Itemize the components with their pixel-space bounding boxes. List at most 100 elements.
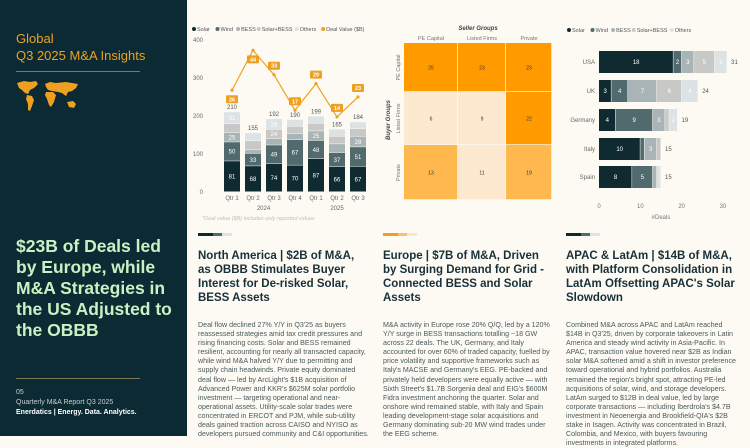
brand: Enerdatics | Energy. Data. Analytics. [16, 409, 137, 416]
deal-value-label: 26 [229, 97, 235, 103]
bar-segment-solar [329, 166, 345, 192]
bar-value: 4 [606, 118, 610, 124]
deal-value-label: 29 [313, 73, 319, 79]
bar-segment-wind [329, 152, 345, 167]
bar-value: 28 [271, 122, 278, 128]
legend-label: BESS [616, 28, 631, 34]
bar-segment-solar [245, 166, 261, 192]
bar-segment-bess [266, 138, 282, 145]
legend-label: Solar+BESS [262, 27, 293, 33]
bar-value: 3 [649, 147, 653, 153]
bar-value: 25 [313, 134, 320, 140]
legend-marker [631, 28, 636, 32]
heatmap-cell [506, 43, 552, 92]
row-label: PE Capital [396, 55, 402, 81]
bar-segment-solarbess [694, 51, 715, 73]
bar-segment-solar [266, 163, 282, 192]
heatmap-cell [506, 92, 552, 145]
bar-segment-wind [673, 51, 682, 73]
bar-segment-bess [224, 132, 240, 142]
heatmap-value: 25 [428, 66, 434, 72]
bar-total: 184 [353, 115, 364, 121]
bar-segment-solarbess [656, 138, 661, 160]
bar-value: 81 [229, 175, 236, 181]
bar-value: 3 [604, 89, 608, 95]
bar-segment-solar [599, 138, 640, 160]
bar-segment-bess [652, 166, 657, 188]
bar-segment-bess [329, 144, 345, 153]
bar-segment-others [656, 166, 661, 188]
bar-value: 67 [292, 151, 299, 157]
bar-value: 4 [618, 89, 622, 95]
bar-segment-bess [681, 51, 694, 73]
bar-total: 15 [665, 175, 672, 181]
column-label: Listed Firms [467, 36, 497, 42]
bar-value: 7 [641, 89, 645, 95]
deal-value-point [335, 115, 339, 119]
category-label: Italy [584, 147, 595, 153]
legend-label: Solar [572, 28, 585, 34]
legend-marker [215, 27, 220, 31]
bar-segment-wind [287, 139, 303, 165]
bar-segment-others [245, 133, 261, 141]
section-body: Combined M&A across APAC and LatAm reach… [566, 321, 736, 448]
y-tick-label: 0 [200, 190, 204, 196]
bar-value: 51 [355, 155, 362, 161]
bar-segment-solar [350, 166, 366, 192]
legend-label: Wind [596, 28, 609, 34]
bar-segment-solarbess [308, 123, 324, 131]
bar-segment-wind [615, 109, 653, 131]
legend-label: Solar [197, 27, 210, 33]
deal-value-label-bg [331, 103, 343, 112]
section-apac-latam: APAC & LatAm | $14B of M&A, with Platfor… [566, 233, 738, 448]
legend-label: Deal Value ($B) [326, 27, 365, 33]
bar-segment-solar [599, 80, 611, 102]
report-title: Global Q3 2025 M&A Insights [16, 30, 145, 64]
bar-value: 66 [334, 177, 341, 183]
bar-total: 15 [665, 147, 672, 153]
deal-value-point [356, 95, 360, 99]
legend-marker [236, 27, 241, 31]
bar-value: 70 [292, 177, 299, 183]
bar-segment-solarbess [350, 128, 366, 137]
section-heading: Europe | $7B of M&A, Driven by Surging D… [383, 250, 545, 304]
heatmap-cell [458, 145, 506, 200]
bar-value: 18 [633, 60, 640, 66]
heatmap-cell [404, 43, 458, 92]
legend-marker [611, 28, 616, 32]
bar-segment-wind [640, 138, 644, 160]
bar-value: 68 [250, 177, 257, 183]
deal-value-label-bg [247, 55, 259, 64]
accent-bar [566, 233, 600, 236]
section-heading: North America | $2B of M&A, as OBBB Stim… [198, 250, 355, 304]
deal-value-label: 14 [334, 106, 341, 112]
heatmap-value: 11 [479, 171, 484, 177]
heatmap-value: 23 [526, 66, 532, 72]
bar-value: 2 [676, 60, 680, 66]
deal-value-point [293, 108, 297, 112]
title-line-2: Q3 2025 M&A Insights [16, 48, 146, 63]
bar-total: 24 [702, 89, 709, 95]
x-tick-label: Qtr 3 [351, 196, 365, 202]
deal-value-point [272, 73, 276, 77]
bar-segment-solar [287, 165, 303, 192]
deal-value-label-bg [268, 61, 280, 70]
deal-value-label: 17 [292, 99, 298, 105]
bar-value: 28 [355, 140, 362, 146]
heatmap-title: Seller Groups [458, 26, 498, 32]
legend-label: BESS [241, 27, 256, 33]
section-body: Deal flow declined 27% Y/Y in Q3'25 as b… [198, 321, 369, 439]
legend-label: Solar+BESS [637, 28, 668, 34]
bar-total: 19 [682, 118, 689, 124]
y-tick-label: 400 [193, 38, 204, 44]
bar-value: 25 [229, 135, 236, 141]
legend-marker [590, 28, 595, 32]
headline: $23B of Deals led by Europe, while M&A S… [16, 236, 172, 340]
deal-value-point [251, 48, 255, 52]
year-label: 2024 [257, 206, 271, 212]
deal-value-point [230, 88, 234, 92]
bar-segment-others [669, 109, 678, 131]
bar-segment-others [329, 129, 345, 137]
x-tick-label: 10 [637, 204, 644, 210]
